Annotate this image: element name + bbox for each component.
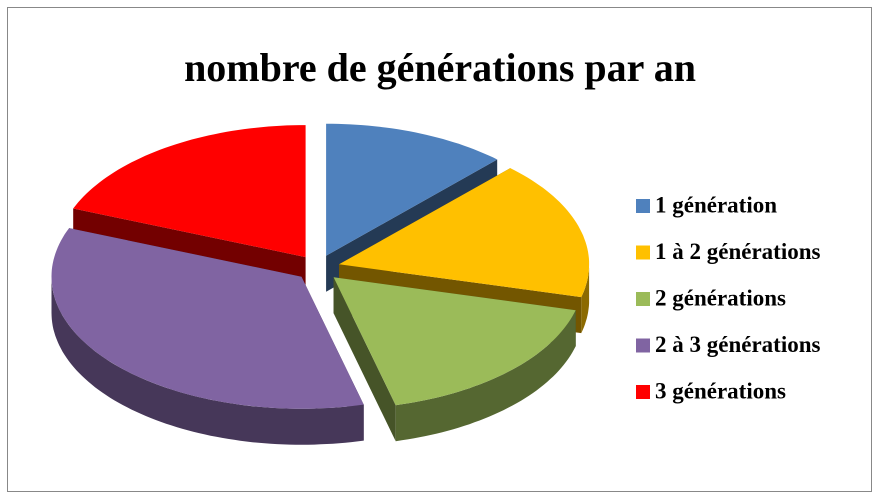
slice-top	[73, 125, 306, 258]
slice-wall	[581, 264, 590, 334]
legend-label: 3 générations	[655, 378, 786, 403]
slice-top	[326, 123, 498, 256]
legend-label: 1 génération	[655, 192, 777, 217]
legend-swatch	[636, 245, 650, 260]
pie-slice	[333, 277, 576, 442]
slice-side	[333, 277, 396, 442]
chart-title: nombre de générations par an	[184, 45, 696, 90]
slice-wall	[51, 276, 364, 445]
legend-swatch	[636, 338, 650, 353]
legend-swatch	[636, 199, 650, 213]
legend-swatch	[636, 292, 650, 306]
pie-slice	[51, 228, 364, 445]
slice-top	[339, 168, 590, 298]
legend-label: 1 à 2 générations	[655, 239, 821, 264]
legend-label: 2 à 3 générations	[655, 332, 821, 357]
slice-top	[333, 277, 576, 406]
slice-top	[51, 228, 364, 409]
slice-wall	[395, 310, 576, 442]
legend-swatch	[636, 385, 650, 399]
legend-label: 2 générations	[655, 285, 786, 310]
